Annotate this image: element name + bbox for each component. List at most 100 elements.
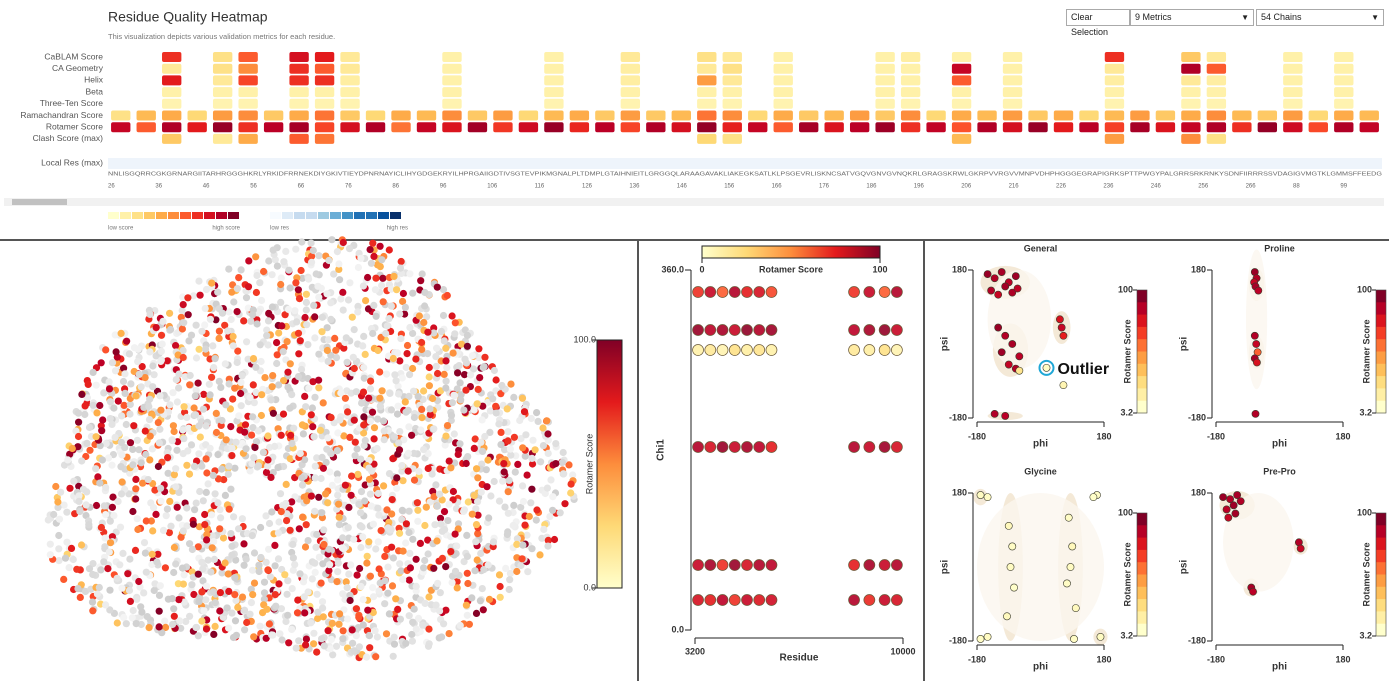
heatmap-cell — [315, 122, 334, 132]
point — [891, 345, 902, 356]
atom — [360, 364, 367, 371]
atom — [315, 294, 322, 301]
atom — [405, 529, 412, 536]
atom — [426, 373, 433, 380]
legend-swatch — [366, 212, 377, 219]
atom — [367, 418, 374, 425]
atom — [441, 526, 448, 533]
heatmap-cell — [315, 75, 334, 85]
atom — [186, 381, 193, 388]
atom — [479, 416, 486, 423]
atom — [129, 508, 136, 515]
atom — [191, 506, 198, 513]
atom — [441, 371, 448, 378]
heatmap-cell — [1207, 75, 1226, 85]
atom — [284, 612, 291, 619]
point — [1002, 283, 1009, 290]
atom — [415, 468, 422, 475]
residue-label: 46 — [203, 184, 210, 190]
atom — [421, 302, 428, 309]
point — [1097, 633, 1104, 640]
point — [1043, 364, 1050, 371]
chains-select[interactable]: 54 Chains▼ — [1256, 9, 1384, 26]
clear-selection-button[interactable]: Clear Selection — [1066, 9, 1130, 26]
atom — [96, 402, 103, 409]
atom — [478, 489, 485, 496]
atom — [379, 387, 386, 394]
heatmap-cell — [952, 111, 971, 121]
atom — [406, 371, 413, 378]
scrollbar-thumb[interactable] — [12, 199, 67, 205]
residue-label: 156 — [724, 184, 735, 190]
point — [754, 325, 765, 336]
atom — [228, 445, 235, 452]
scrollbar-track[interactable] — [4, 198, 1384, 206]
atom — [471, 492, 478, 499]
atom — [178, 534, 185, 541]
atom — [339, 635, 346, 642]
atom — [216, 525, 223, 532]
atom — [273, 360, 280, 367]
heatmap-cell — [901, 64, 920, 74]
atom — [83, 501, 90, 508]
atom — [320, 465, 327, 472]
heatmap-cell — [1003, 64, 1022, 74]
atom — [56, 516, 63, 523]
atom — [411, 477, 418, 484]
atom — [207, 391, 214, 398]
heatmap-cell — [1003, 111, 1022, 121]
point — [849, 595, 860, 606]
atom — [405, 423, 412, 430]
metrics-select[interactable]: 9 Metrics▼ — [1130, 9, 1254, 26]
heatmap-cell — [289, 64, 308, 74]
point — [766, 325, 777, 336]
point — [879, 560, 890, 571]
atom — [307, 619, 314, 626]
atom — [142, 428, 149, 435]
atom — [360, 413, 367, 420]
atom — [353, 605, 360, 612]
heatmap-cell — [264, 111, 283, 121]
heatmap-cell — [162, 134, 181, 144]
atom — [351, 365, 358, 372]
atom — [155, 463, 162, 470]
atom — [378, 282, 385, 289]
point — [891, 595, 902, 606]
atom — [344, 408, 351, 415]
heatmap-cell — [1207, 134, 1226, 144]
atom — [241, 607, 248, 614]
heatmap-cell — [1283, 87, 1302, 97]
atom — [357, 255, 364, 262]
atom — [475, 386, 482, 393]
point — [1230, 502, 1237, 509]
molecule-view[interactable] — [45, 236, 578, 661]
atom — [389, 582, 396, 589]
legend-swatch — [306, 212, 317, 219]
heatmap-cell — [774, 52, 793, 62]
atom — [463, 460, 470, 467]
heatmap-cell — [977, 111, 996, 121]
atom — [211, 556, 218, 563]
atom — [357, 509, 364, 516]
heatmap-cell — [723, 87, 742, 97]
atom — [439, 555, 446, 562]
atom — [447, 548, 454, 555]
atom — [391, 433, 398, 440]
point — [864, 442, 875, 453]
colorbar-tick-label: 100 — [1118, 507, 1133, 517]
point — [988, 287, 995, 294]
atom — [381, 436, 388, 443]
y-axis-label: psi — [940, 337, 951, 352]
atom — [354, 572, 361, 579]
atom — [86, 424, 93, 431]
atom — [271, 443, 278, 450]
atom — [243, 619, 250, 626]
heatmap-cell — [162, 64, 181, 74]
heatmap-cell — [1105, 122, 1124, 132]
atom — [224, 327, 231, 334]
atom — [328, 236, 335, 243]
atom — [526, 513, 533, 520]
point — [879, 345, 890, 356]
heatmap-cell — [952, 87, 971, 97]
atom — [198, 463, 205, 470]
